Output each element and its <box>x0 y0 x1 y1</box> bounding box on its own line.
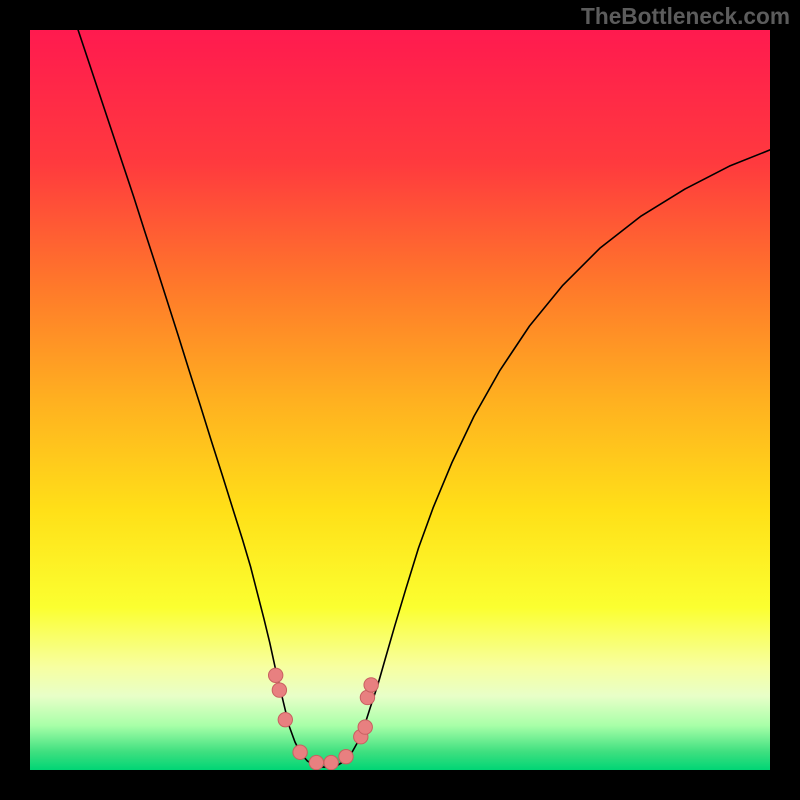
chart-container: TheBottleneck.com <box>0 0 800 800</box>
watermark-text: TheBottleneck.com <box>581 3 790 30</box>
data-marker <box>293 745 307 759</box>
data-marker <box>268 668 282 682</box>
data-marker <box>278 712 292 726</box>
curve-layer <box>30 30 770 770</box>
data-marker <box>309 755 323 769</box>
data-marker <box>364 678 378 692</box>
bottleneck-curve <box>78 30 770 767</box>
data-marker <box>358 720 372 734</box>
data-marker <box>324 755 338 769</box>
data-marker <box>339 749 353 763</box>
plot-area <box>30 30 770 770</box>
data-marker <box>272 683 286 697</box>
